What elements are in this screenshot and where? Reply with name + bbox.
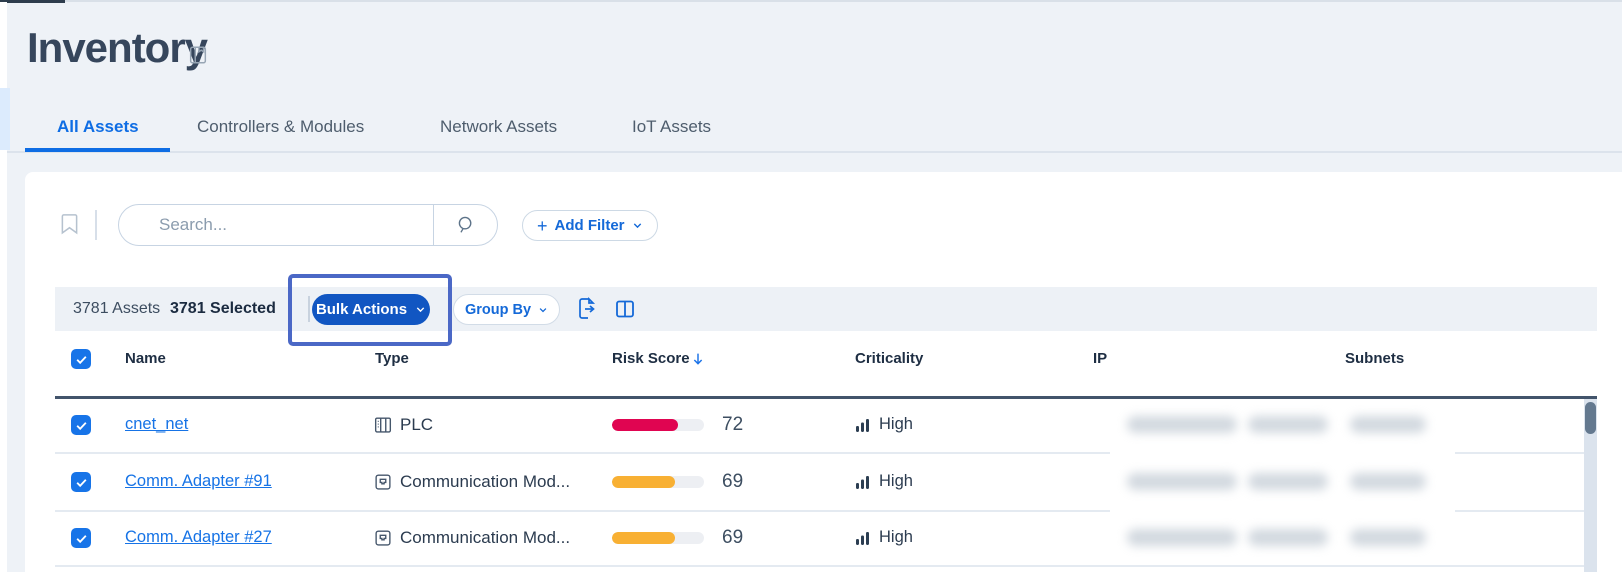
column-header-risk-score[interactable]: Risk Score (612, 350, 690, 367)
risk-score-value: 69 (722, 471, 744, 492)
risk-score-bar (612, 419, 704, 431)
top-edge-line (0, 0, 1622, 2)
redacted-subnet (1350, 473, 1426, 490)
column-settings-button[interactable] (610, 292, 640, 326)
row-divider (55, 452, 1585, 454)
left-rail-active-indicator (0, 88, 10, 150)
add-filter-button[interactable]: + Add Filter (522, 210, 658, 241)
redacted-subnet (1350, 529, 1426, 546)
chevron-down-icon (633, 223, 641, 229)
book-icon[interactable] (187, 44, 209, 66)
risk-score-value: 69 (722, 527, 744, 548)
redacted-ip (1127, 529, 1237, 546)
column-header-name[interactable]: Name (125, 350, 166, 367)
check-icon (76, 478, 86, 487)
vertical-scrollbar-thumb[interactable] (1585, 402, 1596, 434)
risk-score-value: 72 (722, 414, 744, 435)
sort-desc-icon[interactable] (690, 351, 706, 367)
column-header-subnets[interactable]: Subnets (1345, 350, 1405, 367)
row-checkbox[interactable] (71, 472, 91, 492)
communication-module-icon (372, 527, 394, 549)
redacted-subnet (1350, 416, 1426, 433)
criticality-bars-icon (855, 530, 871, 546)
asset-type: Communication Mod... (400, 472, 571, 491)
column-header-criticality[interactable]: Criticality (855, 350, 924, 367)
plus-icon: + (537, 215, 548, 236)
asset-name-link[interactable]: Comm. Adapter #91 (125, 472, 272, 490)
row-divider (55, 510, 1585, 512)
risk-score-bar (612, 476, 704, 488)
chevron-down-icon (416, 307, 425, 313)
redacted-ip (1248, 416, 1328, 433)
asset-type: PLC (400, 415, 434, 434)
redacted-ip (1248, 473, 1328, 490)
row-checkbox[interactable] (71, 528, 91, 548)
criticality-value: High (879, 472, 913, 490)
redaction-overlay (1110, 399, 1455, 565)
top-left-notch (0, 0, 65, 3)
header-bottom-border (55, 396, 1597, 399)
plc-icon (372, 414, 394, 436)
row-divider (55, 565, 1585, 567)
bulk-actions-button[interactable]: Bulk Actions (312, 294, 430, 325)
criticality-bars-icon (855, 474, 871, 490)
tab-controllers-modules[interactable]: Controllers & Modules (197, 117, 365, 136)
page-title: Inventory (27, 24, 208, 71)
filter-row-divider (95, 210, 97, 240)
check-icon (76, 534, 86, 543)
group-by-button[interactable]: Group By (453, 294, 560, 325)
search-submit-button[interactable] (433, 205, 497, 245)
saved-filters-button[interactable] (56, 210, 84, 240)
selection-toolbar (55, 287, 1597, 331)
asset-name-link[interactable]: cnet_net (125, 415, 189, 433)
criticality-value: High (879, 415, 913, 433)
search-bar (118, 204, 498, 246)
selected-count: 3781 Selected (170, 300, 276, 317)
active-tab-underline (25, 148, 170, 152)
toolbar-divider (308, 296, 310, 322)
column-header-type[interactable]: Type (375, 350, 409, 367)
risk-score-bar (612, 532, 704, 544)
redacted-ip (1127, 473, 1237, 490)
search-input[interactable] (119, 205, 433, 245)
check-icon (76, 421, 86, 430)
vertical-scrollbar-track[interactable] (1584, 399, 1597, 572)
redacted-ip (1248, 529, 1328, 546)
column-header-ip[interactable]: IP (1093, 350, 1108, 367)
export-icon (579, 296, 596, 319)
tab-all-assets[interactable]: All Assets (57, 117, 139, 136)
asset-name-link[interactable]: Comm. Adapter #27 (125, 528, 272, 546)
tab-network-assets[interactable]: Network Assets (440, 117, 558, 136)
assets-count: 3781 Assets (73, 300, 161, 317)
check-icon (76, 355, 86, 364)
left-rail (0, 2, 7, 572)
select-all-checkbox[interactable] (71, 349, 91, 369)
communication-module-icon (372, 471, 394, 493)
search-icon (458, 216, 471, 233)
export-button[interactable] (571, 292, 601, 326)
row-checkbox[interactable] (71, 415, 91, 435)
columns-icon (616, 300, 634, 318)
chevron-down-icon (539, 307, 547, 312)
criticality-bars-icon (855, 417, 871, 433)
tabs-divider (7, 151, 1622, 153)
criticality-value: High (879, 528, 913, 546)
bookmark-icon (61, 214, 78, 235)
redacted-ip (1127, 416, 1237, 433)
asset-type: Communication Mod... (400, 528, 571, 547)
tab-iot-assets[interactable]: IoT Assets (632, 117, 712, 136)
